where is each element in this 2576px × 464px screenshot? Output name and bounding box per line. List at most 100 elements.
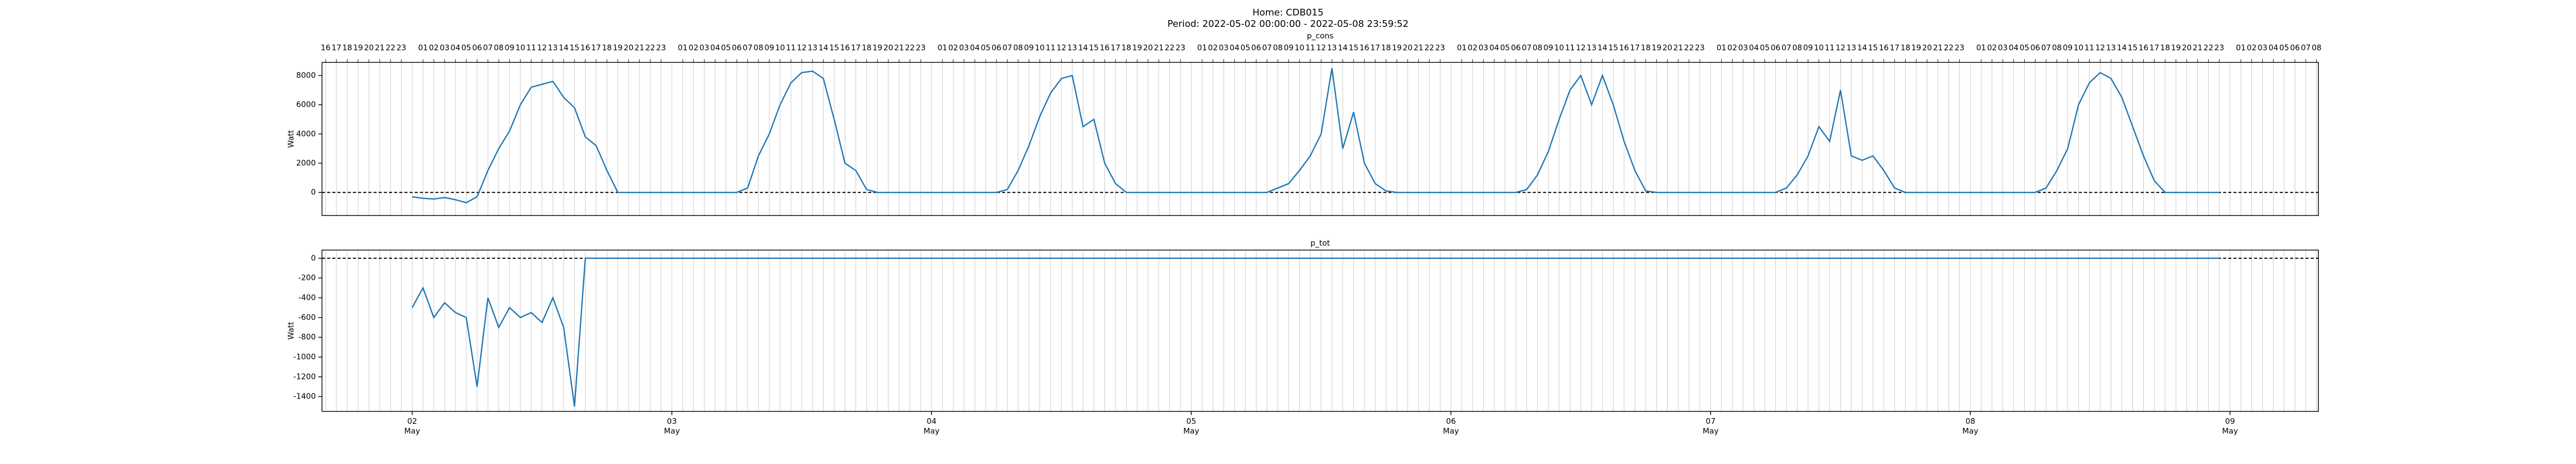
x2-tick-label: 09 [765,43,774,53]
x-tick-label: 02 May [404,417,420,436]
x2-tick-label: 10 [775,43,785,53]
x2-tick-label: 02 [1987,43,1997,53]
x2-tick-label: 12 [1316,43,1326,53]
y-tick-label: 8000 [296,71,316,80]
x2-tick-label: 11 [1046,43,1056,53]
x2-tick-label: 21 [375,43,384,53]
x2-tick-label: 07 [1782,43,1791,53]
x2-tick-label: 17 [1370,43,1380,53]
x2-tick-label: 08 [1792,43,1802,53]
x-tick-label-line: 07 [1706,417,1716,426]
x2-tick-label: 09 [1803,43,1813,53]
x2-tick-label: 22 [1944,43,1954,53]
x2-tick-label: 19 [1132,43,1142,53]
x2-tick-label: 10 [516,43,526,53]
x2-tick-label: 02 [689,43,699,53]
x2-tick-label: 23 [1435,43,1445,53]
x2-tick-label: 13 [2106,43,2116,53]
x2-tick-label: 13 [1327,43,1337,53]
x2-tick-label: 17 [331,43,341,53]
y-axis-label: Watt [286,130,296,148]
x2-tick-label: 06 [2030,43,2040,53]
x2-tick-label: 18 [862,43,872,53]
x2-tick-label: 07 [743,43,753,53]
y-tick-label: 0 [311,253,316,262]
x2-tick-label: 20 [1143,43,1153,53]
x2-tick-label: 07 [2041,43,2051,53]
x2-tick-label: 18 [2160,43,2170,53]
x2-tick-label: 18 [602,43,612,53]
x2-tick-label: 01 [1717,43,1726,53]
x2-tick-label: 18 [1122,43,1131,53]
x2-tick-label: 03 [439,43,449,53]
y-tick-label: 2000 [296,158,316,168]
x2-tick-label: 23 [396,43,406,53]
x2-tick-label: 05 [1500,43,1510,53]
x-tick-label: 05 May [1183,417,1199,436]
x2-tick-label: 20 [624,43,634,53]
x-tick-label-line: 02 [407,417,417,426]
x2-tick-label: 20 [1403,43,1413,53]
x2-tick-label: 03 [1219,43,1229,53]
x2-tick-label: 07 [2301,43,2311,53]
x2-tick-label: 04 [2009,43,2019,53]
x2-tick-label: 10 [1035,43,1045,53]
x2-tick-label: 14 [1857,43,1867,53]
x2-tick-label: 01 [418,43,428,53]
x-tick-label: 04 May [924,417,940,436]
x-tick-label: 09 May [2222,417,2238,436]
x2-tick-label: 17 [1111,43,1121,53]
x2-tick-label: 19 [2171,43,2181,53]
x2-tick-label: 19 [613,43,623,53]
x-tick-label-line: May [1443,426,1459,436]
x2-tick-label: 21 [894,43,904,53]
x2-tick-label: 14 [559,43,569,53]
x2-tick-label: 04 [1489,43,1499,53]
x2-tick-label: 20 [2182,43,2192,53]
y-tick-label: -200 [298,273,316,283]
x2-tick-label: 08 [494,43,503,53]
x2-tick-label: 02 [948,43,958,53]
x2-tick-label: 23 [2214,43,2224,53]
y-axis-label: Watt [286,322,296,340]
x2-tick-label: 16 [320,43,330,53]
x2-tick-label: 11 [786,43,796,53]
x2-tick-label: 14 [2117,43,2127,53]
x2-tick-label: 02 [429,43,438,53]
x2-tick-label: 06 [2290,43,2300,53]
x2-tick-label: 06 [1251,43,1261,53]
x2-tick-label: 17 [1630,43,1640,53]
x2-tick-label: 07 [1262,43,1272,53]
x2-tick-label: 21 [1414,43,1423,53]
x-tick-label: 06 May [1443,417,1459,436]
x2-tick-label: 16 [1100,43,1110,53]
x2-tick-label: 10 [2074,43,2083,53]
x2-tick-label: 13 [808,43,818,53]
x2-tick-label: 18 [1381,43,1391,53]
x2-tick-label: 07 [1522,43,1532,53]
x2-tick-label: 14 [1598,43,1607,53]
x2-tick-label: 16 [1360,43,1369,53]
x2-tick-label: 05 [2279,43,2289,53]
x2-tick-label: 05 [2020,43,2029,53]
x2-tick-label: 13 [548,43,558,53]
y-tick-label: -600 [298,312,316,322]
x2-tick-label: 12 [1836,43,1845,53]
x-tick-label: 08 May [1962,417,1978,436]
x2-tick-label: 09 [1284,43,1294,53]
x2-tick-label: 23 [1955,43,1964,53]
x2-tick-label: 08 [754,43,764,53]
x2-tick-label: 03 [959,43,969,53]
x2-tick-label: 02 [1468,43,1478,53]
x2-tick-label: 02 [2247,43,2257,53]
x-tick-label-line: 08 [1965,417,1975,426]
data-line [411,257,2219,407]
x2-tick-label: 20 [1922,43,1932,53]
x2-tick-label: 20 [364,43,374,53]
x2-tick-label: 16 [840,43,850,53]
figure-subtitle: Period: 2022-05-02 00:00:00 - 2022-05-08… [1167,19,1409,29]
x2-tick-label: 10 [1295,43,1304,53]
x2-tick-label: 17 [591,43,601,53]
x2-tick-label: 22 [385,43,395,53]
